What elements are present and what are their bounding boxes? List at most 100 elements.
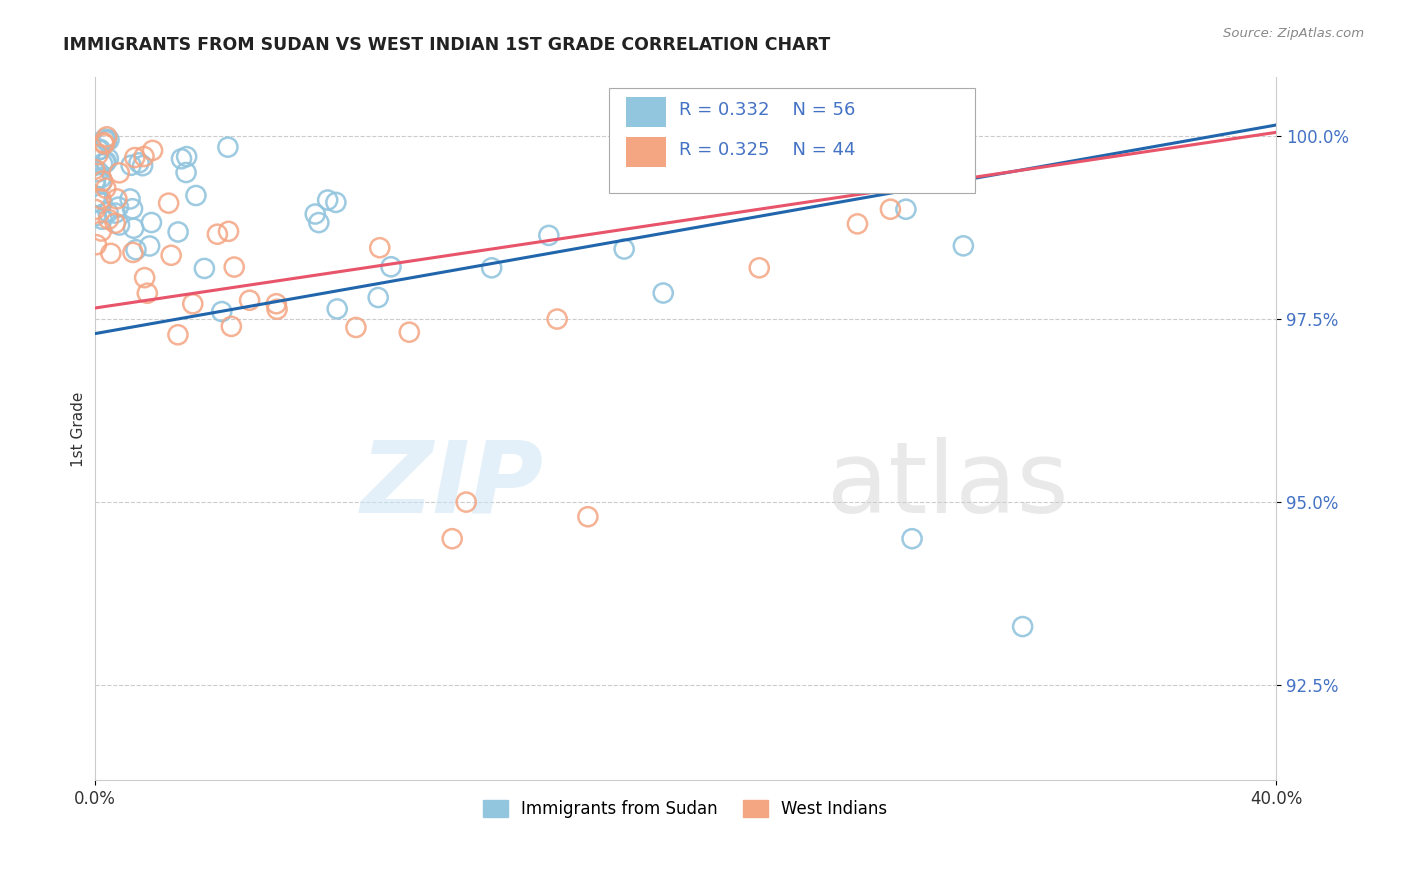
Text: Source: ZipAtlas.com: Source: ZipAtlas.com xyxy=(1223,27,1364,40)
Point xyxy=(97,205,120,219)
Point xyxy=(368,241,391,255)
Point xyxy=(94,181,117,195)
Point xyxy=(84,174,107,188)
Point xyxy=(879,202,901,217)
FancyBboxPatch shape xyxy=(609,88,974,194)
Point xyxy=(160,248,183,262)
Point xyxy=(193,261,215,276)
Point xyxy=(122,245,145,260)
Point xyxy=(136,286,159,301)
Point xyxy=(91,174,114,188)
Point xyxy=(128,156,150,170)
Point xyxy=(94,154,117,169)
Point xyxy=(94,155,117,169)
Point xyxy=(325,195,347,210)
Point xyxy=(84,175,107,189)
Point xyxy=(87,143,110,157)
Point xyxy=(380,260,402,274)
Point xyxy=(134,270,156,285)
Point xyxy=(221,319,243,334)
Point xyxy=(83,162,105,177)
Point xyxy=(108,218,131,232)
Point xyxy=(93,137,115,152)
Text: R = 0.325    N = 44: R = 0.325 N = 44 xyxy=(679,141,856,159)
Point xyxy=(138,239,160,253)
Point xyxy=(239,293,262,308)
Point xyxy=(93,136,115,150)
Point xyxy=(174,165,197,179)
Point xyxy=(121,202,143,216)
Point xyxy=(441,532,464,546)
Point xyxy=(316,193,339,207)
Point xyxy=(91,212,114,227)
Point xyxy=(87,165,110,179)
Point xyxy=(86,237,108,252)
Point xyxy=(308,216,330,230)
Point xyxy=(141,215,163,229)
Point xyxy=(90,192,112,206)
Point xyxy=(120,192,142,206)
Point xyxy=(652,286,675,301)
Point xyxy=(108,166,131,180)
Point xyxy=(846,217,869,231)
Point xyxy=(104,216,127,230)
Point xyxy=(98,133,121,147)
Legend: Immigrants from Sudan, West Indians: Immigrants from Sudan, West Indians xyxy=(477,793,894,825)
FancyBboxPatch shape xyxy=(626,97,666,127)
Point xyxy=(84,202,107,217)
Point xyxy=(122,221,145,235)
Text: R = 0.332    N = 56: R = 0.332 N = 56 xyxy=(679,101,856,119)
Point xyxy=(89,142,111,156)
Point xyxy=(84,209,107,223)
Point xyxy=(184,188,207,202)
Point xyxy=(456,495,478,509)
Point xyxy=(266,297,288,311)
Point xyxy=(91,196,114,211)
Point xyxy=(167,225,190,239)
Point xyxy=(344,320,367,334)
Text: ZIP: ZIP xyxy=(360,436,544,533)
Point xyxy=(831,166,853,180)
Point xyxy=(546,312,568,326)
Text: IMMIGRANTS FROM SUDAN VS WEST INDIAN 1ST GRADE CORRELATION CHART: IMMIGRANTS FROM SUDAN VS WEST INDIAN 1ST… xyxy=(63,36,831,54)
Point xyxy=(93,132,115,146)
Point xyxy=(537,228,560,243)
Point xyxy=(1011,619,1033,633)
Point xyxy=(141,144,163,158)
Point xyxy=(96,134,118,148)
Point xyxy=(97,212,120,227)
Point xyxy=(224,260,246,274)
Point xyxy=(901,532,924,546)
Point xyxy=(96,129,118,144)
Point xyxy=(84,190,107,204)
Point xyxy=(132,149,155,163)
Point xyxy=(157,196,180,211)
Point xyxy=(181,297,204,311)
Point xyxy=(107,200,129,214)
Point xyxy=(266,302,288,317)
Point xyxy=(748,260,770,275)
Point xyxy=(952,239,974,253)
Point xyxy=(218,224,240,238)
FancyBboxPatch shape xyxy=(626,137,666,167)
Point xyxy=(100,246,122,260)
Point xyxy=(398,325,420,339)
Point xyxy=(90,170,112,185)
Point xyxy=(125,243,148,257)
Point xyxy=(97,152,120,166)
Point xyxy=(675,166,697,180)
Point xyxy=(87,190,110,204)
Point xyxy=(91,157,114,171)
Y-axis label: 1st Grade: 1st Grade xyxy=(72,392,86,467)
Point xyxy=(304,207,326,221)
Point xyxy=(576,509,599,524)
Text: atlas: atlas xyxy=(827,436,1069,533)
Point xyxy=(90,224,112,238)
Point xyxy=(120,158,142,172)
Point xyxy=(367,291,389,305)
Point xyxy=(90,176,112,190)
Point xyxy=(326,301,349,316)
Point xyxy=(87,147,110,161)
Point xyxy=(131,159,153,173)
Point xyxy=(481,260,503,275)
